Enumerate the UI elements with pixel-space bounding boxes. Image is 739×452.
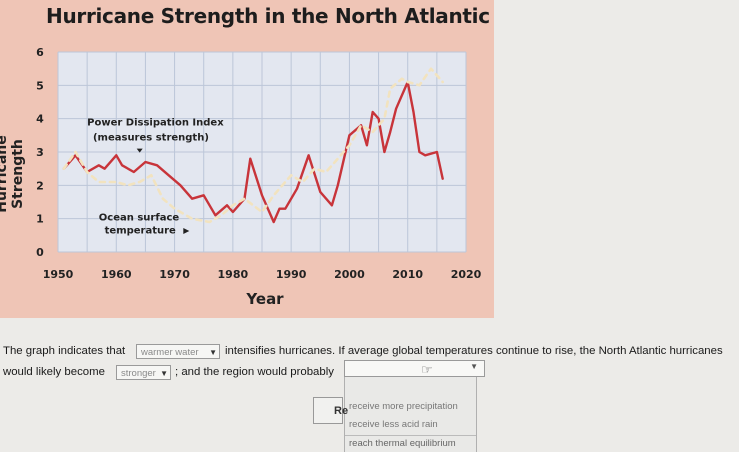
chart-annotation: temperature [105, 226, 176, 237]
y-tick-label: 0 [36, 246, 44, 259]
x-tick-label: 1950 [43, 268, 74, 281]
dropdown-strength[interactable]: stronger ▼ [116, 365, 171, 380]
dropdown-strength-value: stronger [121, 368, 156, 379]
chart-annotation: (measures strength) [93, 132, 209, 143]
dropdown-menu: receive more precipitation receive less … [344, 377, 477, 452]
dropdown-region-effect[interactable]: ☞ ▼ [344, 360, 485, 377]
annotation-arrow [136, 148, 143, 153]
y-tick-label: 1 [36, 213, 44, 226]
x-tick-label: 2020 [451, 268, 482, 281]
y-tick-label: 6 [36, 46, 44, 59]
dropdown-cause-value: warmer water [141, 347, 199, 358]
y-tick-label: 3 [36, 146, 44, 159]
question-line-1-end: intensifies hurricanes. If average globa… [225, 345, 723, 357]
menu-option-less-acid-rain[interactable]: receive less acid rain [349, 419, 438, 430]
pointer-hand-icon: ☞ [421, 362, 433, 377]
y-axis-label: Hurricane Strength [0, 135, 26, 213]
chart-panel: 1950 1960 1970 1980 1990 2000 2010 2020 0 1 2 3 4 5 6 P… [0, 0, 494, 318]
x-tick-label: 1970 [159, 268, 190, 281]
dropdown-cause[interactable]: warmer water ▼ [136, 344, 220, 359]
question-line-2-end: ; and the region would probably [175, 366, 334, 378]
chart-annotation: Ocean surface [99, 212, 180, 223]
chart-annotation: Power Dissipation Index [87, 117, 224, 128]
x-tick-label: 1980 [218, 268, 249, 281]
partial-answer-box[interactable]: Re [313, 397, 348, 424]
question-line-2-start: would likely become [3, 366, 105, 378]
question-line-1-start: The graph indicates that [3, 345, 126, 357]
menu-option-thermal-equilibrium[interactable]: reach thermal equilibrium [345, 435, 476, 449]
series-line-pdi [62, 80, 444, 224]
chevron-down-icon: ▼ [160, 369, 168, 378]
chart-title: Hurricane Strength in the North Atlantic [46, 4, 490, 28]
menu-option-more-precipitation[interactable]: receive more precipitation [349, 401, 458, 412]
chevron-down-icon: ▼ [209, 348, 217, 357]
x-tick-label: 1960 [101, 268, 132, 281]
y-tick-label: 4 [36, 113, 44, 126]
annotation-arrow [183, 228, 190, 234]
x-axis-label: Year [246, 290, 284, 308]
x-tick-label: 2010 [392, 268, 423, 281]
series-line-ocean-temperature [62, 67, 444, 224]
chevron-down-icon: ▼ [470, 362, 478, 371]
line-chart: 1950 1960 1970 1980 1990 2000 2010 2020 0 1 2 3 4 5 6 P… [36, 46, 482, 281]
y-tick-label: 2 [36, 179, 44, 192]
y-tick-label: 5 [36, 79, 44, 92]
x-tick-label: 1990 [276, 268, 307, 281]
x-tick-label: 2000 [334, 268, 365, 281]
